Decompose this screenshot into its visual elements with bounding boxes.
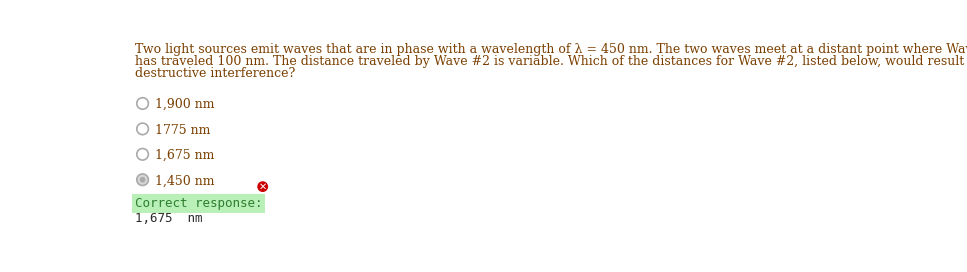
- Text: Two light sources emit waves that are in phase with a wavelength of λ = 450 nm. : Two light sources emit waves that are in…: [134, 43, 967, 56]
- Text: ✕: ✕: [258, 182, 267, 192]
- Ellipse shape: [136, 174, 148, 186]
- Text: 1,900 nm: 1,900 nm: [155, 98, 215, 111]
- Ellipse shape: [136, 123, 148, 135]
- Text: Correct response:: Correct response:: [134, 197, 262, 210]
- Ellipse shape: [136, 98, 148, 109]
- Ellipse shape: [257, 181, 268, 192]
- Ellipse shape: [136, 149, 148, 160]
- Text: 1,675 nm: 1,675 nm: [155, 149, 215, 162]
- Text: 1775 nm: 1775 nm: [155, 123, 211, 137]
- Text: 1,450 nm: 1,450 nm: [155, 174, 215, 187]
- Text: has traveled 100 nm. The distance traveled by Wave #2 is variable. Which of the : has traveled 100 nm. The distance travel…: [134, 55, 967, 68]
- Text: destructive interference?: destructive interference?: [134, 67, 295, 80]
- Text: 1,675  nm: 1,675 nm: [134, 212, 202, 225]
- Ellipse shape: [139, 177, 145, 183]
